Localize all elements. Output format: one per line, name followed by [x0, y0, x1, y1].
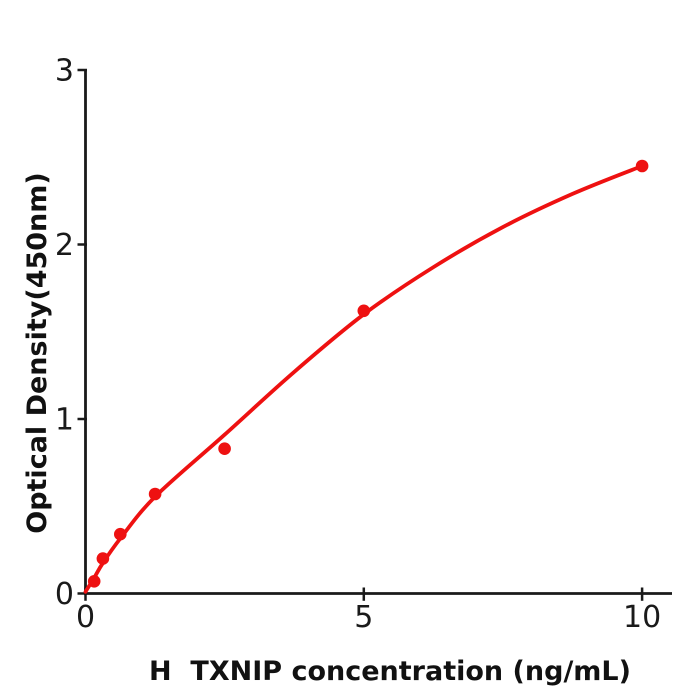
- x-tick-label: 5: [354, 600, 373, 635]
- axis-ticks: 0 5 10 0 1 2 3: [55, 54, 661, 636]
- data-point: [96, 552, 110, 565]
- y-tick-label: 1: [55, 403, 74, 438]
- plot-series: [83, 159, 649, 594]
- data-point: [87, 575, 101, 588]
- y-axis-title: Optical Density(450nm): [22, 172, 53, 534]
- x-tick-label: 0: [76, 600, 95, 635]
- y-tick-label: 3: [55, 54, 74, 89]
- y-tick-label: 2: [55, 228, 74, 263]
- data-point: [148, 487, 162, 501]
- fitted-curve: [83, 164, 644, 594]
- data-point: [357, 304, 371, 318]
- data-point: [218, 442, 231, 456]
- y-tick-label: 0: [55, 577, 74, 612]
- x-axis-title: H TXNIP concentration (ng/mL): [149, 656, 631, 687]
- data-point: [114, 527, 127, 541]
- data-point: [635, 159, 649, 173]
- x-tick-label: 10: [623, 600, 661, 635]
